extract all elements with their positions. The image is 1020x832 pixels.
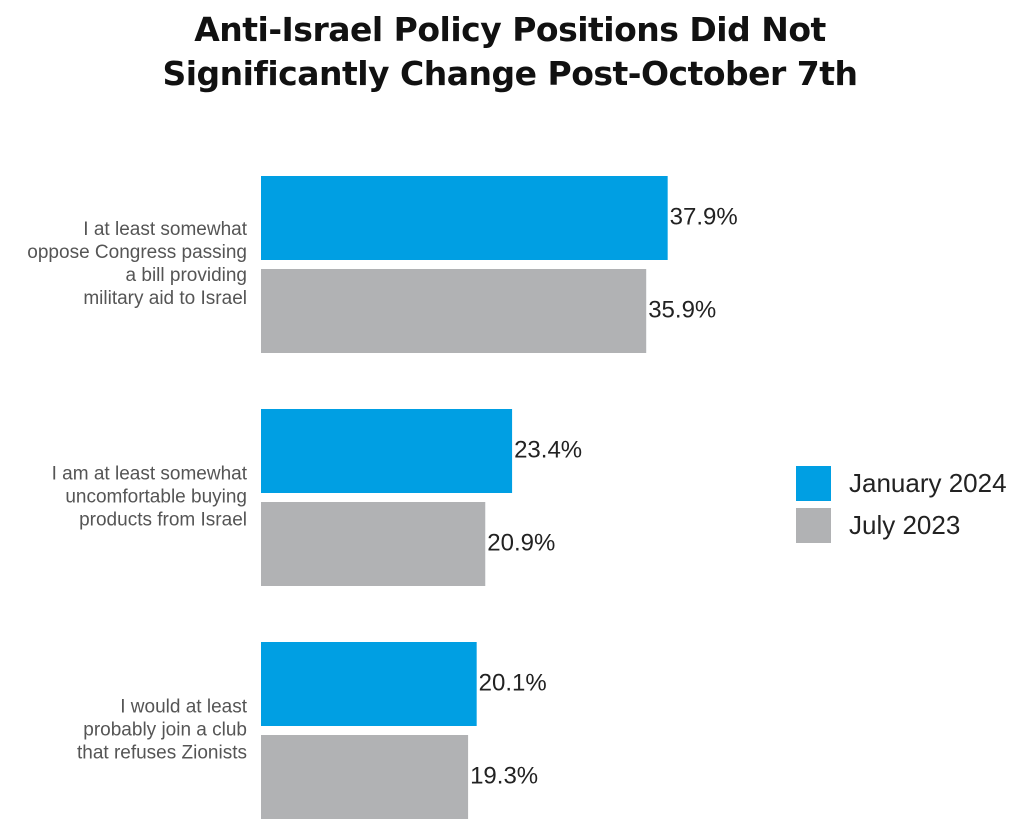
bar-january-2024-category-3 [261,642,477,726]
category-label-2-line-2: uncomfortable buying [65,487,247,508]
chart-legend: January 2024 July 2023 [796,464,1007,548]
bar-july-2023-category-1 [261,269,647,353]
category-label-1-line-1: I at least somewhat [83,219,247,240]
category-label-2-line-1: I am at least somewhat [52,464,248,485]
chart-title: Anti-Israel Policy Positions Did Not Sig… [0,8,1020,96]
legend-swatch-january-2024 [796,465,831,501]
data-label-january-2024-category-3: 20.1% [479,669,547,696]
data-label-january-2024-category-2: 23.4% [514,436,582,463]
data-label-january-2024-category-1: 37.9% [670,203,738,230]
legend-item-july-2023: July 2023 [796,506,1007,544]
category-label-3-line-1: I would at least [120,697,247,718]
category-label-3-line-3: that refuses Zionists [77,743,247,764]
bar-january-2024-category-1 [261,176,668,260]
category-label-1-line-2: oppose Congress passing [27,242,247,263]
legend-item-january-2024: January 2024 [796,464,1007,502]
legend-label-january-2024: January 2024 [849,467,1007,498]
legend-swatch-july-2023 [796,507,831,543]
data-label-july-2023-category-2: 20.9% [487,529,555,556]
legend-label-july-2023: July 2023 [849,509,961,540]
bar-january-2024-category-2 [261,409,513,493]
data-label-july-2023-category-1: 35.9% [648,296,716,323]
chart-title-line-1: Anti-Israel Policy Positions Did Not [194,10,826,49]
category-label-2-line-3: products from Israel [79,510,247,531]
data-label-july-2023-category-3: 19.3% [470,762,538,789]
category-label-3-line-2: probably join a club [83,720,247,741]
category-label-1-line-4: military aid to Israel [83,288,247,309]
chart-title-line-2: Significantly Change Post-October 7th [162,54,858,93]
bar-july-2023-category-2 [261,502,486,586]
bar-july-2023-category-3 [261,735,469,819]
category-label-1-line-3: a bill providing [126,265,247,286]
